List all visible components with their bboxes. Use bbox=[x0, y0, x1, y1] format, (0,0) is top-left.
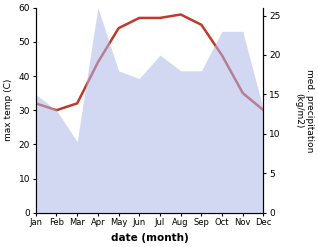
Y-axis label: max temp (C): max temp (C) bbox=[4, 79, 13, 141]
Y-axis label: med. precipitation
(kg/m2): med. precipitation (kg/m2) bbox=[294, 68, 314, 152]
X-axis label: date (month): date (month) bbox=[111, 233, 189, 243]
